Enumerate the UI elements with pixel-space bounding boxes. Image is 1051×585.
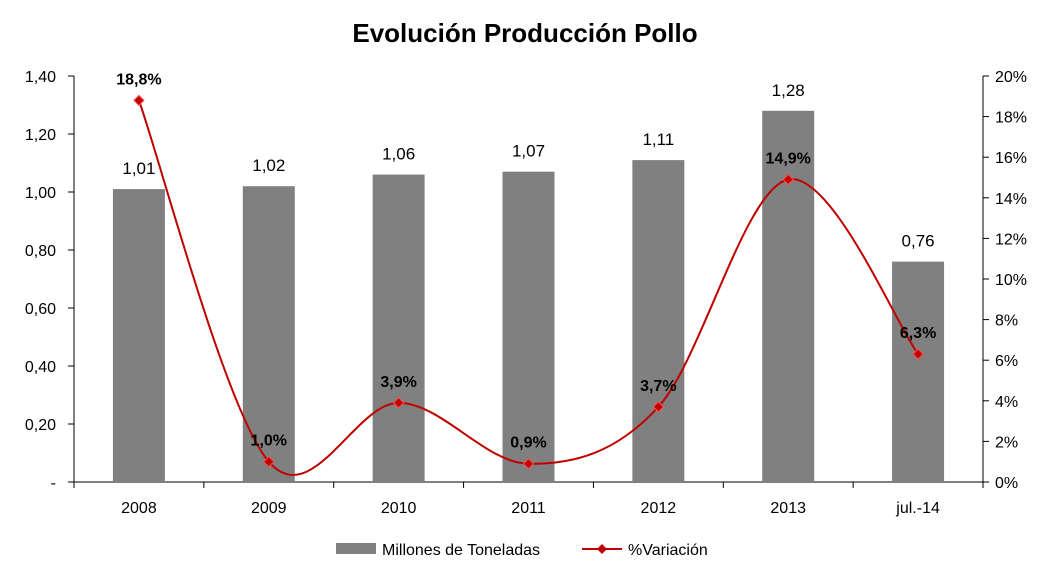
bar-value-label: 1,11 [642,130,674,149]
variation-value-label: 14,9% [766,151,811,168]
legend-bar-label: Millones de Toneladas [382,542,540,559]
variation-marker [392,397,405,409]
variation-value-label: 3,7% [640,378,676,395]
y2-tick-label: 4% [995,394,1018,411]
bar [372,174,425,482]
bar-series [112,110,945,483]
y2-tick-label: 6% [995,353,1018,370]
axes: - 0,20 0,40 0,60 0,80 1,00 1,20 1,40 0% 2% 4% 6% 8% 1… [25,69,1027,517]
x-tick-label: jul.-14 [895,500,940,517]
x-tick-label: 2009 [251,500,287,517]
y-tick-label: - [51,475,56,492]
legend-line-marker [597,544,607,554]
bar-value-label: 1,06 [382,145,415,164]
x-tick-label: 2011 [511,500,546,517]
chart-title: Evolución Producción Pollo [352,18,697,48]
variation-marker [133,94,145,107]
y2-tick-label: 10% [995,272,1027,289]
y-tick-label: 1,20 [25,127,56,144]
y2-tick-label: 16% [995,150,1027,167]
x-tick-label: 2012 [641,500,677,517]
bar-value-label: 1,01 [122,159,155,178]
data-labels: 1,01 1,02 1,06 1,07 1,11 1,28 0,76 18,8% 1,0% 3,9… [116,71,936,451]
variation-value-label: 6,3% [900,325,936,342]
variation-value-label: 18,8% [116,71,161,88]
y-tick-label: 0,40 [25,359,56,376]
variation-marker [912,348,924,360]
y2-tick-label: 12% [995,231,1027,248]
bar-value-label: 1,02 [252,156,285,175]
line-series [133,94,924,476]
y2-tick-label: 0% [995,475,1018,492]
bar-value-label: 0,76 [902,232,935,251]
y-tick-label: 0,60 [25,301,56,318]
variation-marker [782,173,794,186]
x-tick-label: 2010 [381,500,417,517]
variation-marker [652,401,665,413]
variation-value-label: 3,9% [380,374,416,391]
variation-marker [263,455,275,468]
bar [112,189,165,482]
x-tick-label: 2013 [770,500,806,517]
y-tick-label: 1,00 [25,185,56,202]
bar [892,261,945,482]
x-tick-label: 2008 [121,500,157,517]
y-tick-label: 0,20 [25,417,56,434]
y2-tick-label: 18% [995,110,1027,127]
legend-bar-swatch [336,543,376,554]
variation-marker [522,458,535,470]
variation-value-label: 1,0% [251,433,287,450]
y2-tick-label: 20% [995,69,1027,86]
bar [632,160,685,482]
bar-value-label: 1,07 [512,142,545,161]
y2-tick-label: 2% [995,434,1018,451]
y-tick-label: 0,80 [25,243,56,260]
bar [502,171,555,482]
legend-line-label: %Variación [628,542,708,559]
bar-value-label: 1,28 [772,81,805,100]
legend: Millones de Toneladas %Variación [336,542,708,559]
variation-value-label: 0,9% [510,435,546,452]
y2-tick-label: 14% [995,191,1027,208]
y-tick-label: 1,40 [25,69,56,86]
bar [762,110,815,483]
y2-tick-label: 8% [995,313,1018,330]
